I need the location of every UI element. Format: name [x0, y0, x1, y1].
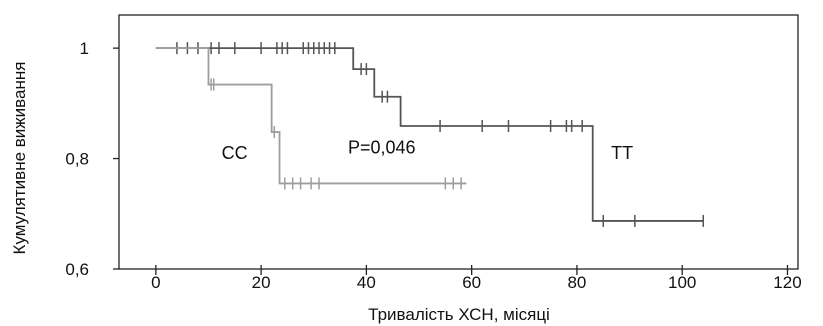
x-axis: 0 20 40 60 80 100 120 [151, 265, 802, 292]
x-tick-label-80: 80 [567, 273, 586, 292]
y-axis-title: Кумулятивне виживання [10, 62, 29, 255]
series-cc [155, 47, 467, 190]
series-layer [155, 42, 705, 227]
x-tick-label-60: 60 [462, 273, 481, 292]
plot-frame [118, 14, 799, 270]
x-tick-label-0: 0 [151, 273, 160, 292]
survival-curve-cc [155, 47, 467, 185]
y-axis: 0,6 0,8 1 [65, 39, 119, 279]
survival-curve-tt [155, 47, 704, 222]
annotation-2: TT [611, 143, 633, 163]
y-tick-label-2: 1 [80, 39, 89, 58]
x-tick-label-20: 20 [252, 273, 271, 292]
x-tick-label-40: 40 [357, 273, 376, 292]
series-tt [155, 42, 705, 227]
annotation-1: P=0,046 [348, 138, 416, 158]
y-tick-label-0: 0,6 [65, 260, 89, 279]
x-tick-label-120: 120 [773, 273, 801, 292]
x-axis-title: Тривалість ХСН, місяці [368, 305, 550, 324]
annotation-0: CC [222, 143, 248, 163]
annotation-layer: CC P=0,046 TT [222, 138, 634, 164]
y-tick-label-1: 0,8 [65, 150, 89, 169]
x-tick-label-100: 100 [668, 273, 696, 292]
